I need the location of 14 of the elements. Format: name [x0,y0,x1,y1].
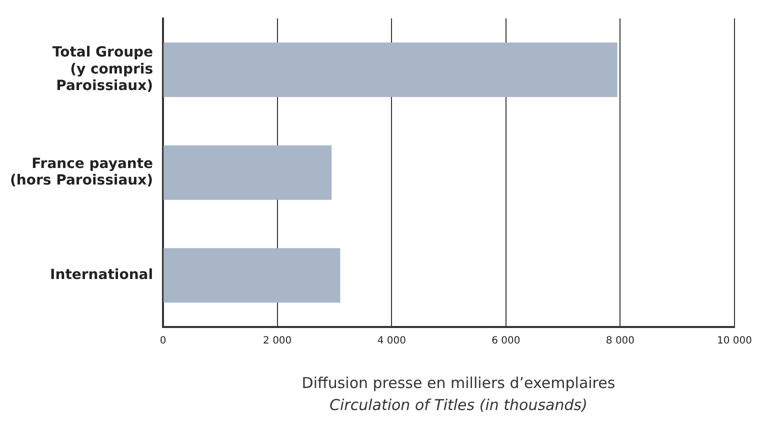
x-tick-label: 2 000 [263,335,292,346]
y-tick-label: International [50,267,154,284]
x-tick-label: 4 000 [377,335,406,346]
x-tick-label: 6 000 [492,335,520,346]
x-tick-label: 0 [160,335,166,346]
y-tick-label: France payante (hors Paroissiaux) [10,156,154,189]
bar [164,42,618,98]
bar [164,248,340,303]
x-axis-title: Diffusion presse en milliers d’exemplaires [300,373,616,394]
x-tick-label: 8 000 [606,335,635,346]
y-tick-label: Total Groupe (y compris Paroissiaux) [52,44,154,94]
bar [164,145,332,200]
text: Circulation of Titles (in thousands) [328,395,588,416]
x-tick-label: 10 000 [717,335,752,346]
